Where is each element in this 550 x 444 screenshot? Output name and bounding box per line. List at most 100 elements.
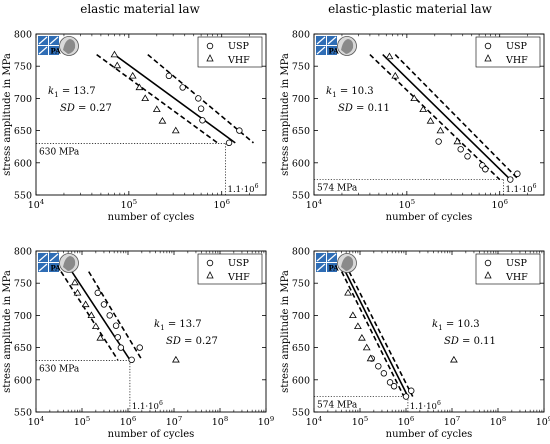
- y-tick-label: 550: [292, 191, 310, 202]
- data-point-vhf: [73, 288, 82, 296]
- institute-logo: PA: [38, 253, 79, 273]
- data-point-vhf: [391, 71, 400, 79]
- logo-block: [49, 46, 59, 55]
- data-point-usp: [514, 170, 521, 177]
- plot-frame: [313, 33, 545, 196]
- logo-portrait-face: [341, 39, 354, 54]
- data-point-usp: [128, 356, 135, 364]
- data-point-vhf: [113, 61, 122, 69]
- regression-line: [344, 271, 409, 397]
- annotation-sd: SD = 0.27: [60, 103, 112, 114]
- institute-logo: PA: [316, 36, 357, 56]
- x-tick-label: 104: [306, 415, 322, 428]
- legend-box: [475, 253, 541, 285]
- data-point-vhf: [362, 343, 371, 351]
- logo-portrait-face: [341, 256, 354, 271]
- data-point-usp: [457, 146, 464, 153]
- data-point-usp: [100, 301, 108, 308]
- x-axis-label: number of cycles: [386, 212, 473, 223]
- x-axis-label: number of cycles: [108, 429, 195, 440]
- x-tick-label: 109: [536, 415, 550, 428]
- data-point-usp: [117, 344, 125, 351]
- data-point-usp: [165, 72, 173, 80]
- y-tick-label: 650: [14, 343, 32, 354]
- x-tick-label: 107: [444, 415, 460, 428]
- y-axis-label: stress amplitude in MPa: [2, 270, 13, 393]
- y-tick-label: 750: [292, 279, 310, 290]
- data-point-vhf: [366, 354, 375, 362]
- x-tick-label: 106: [120, 415, 136, 428]
- y-tick-label: 600: [292, 158, 310, 169]
- logo-text: PA: [51, 264, 62, 273]
- logo-block: [49, 263, 59, 272]
- annotation-sd: SD = 0.11: [338, 103, 390, 114]
- scatter-band-line: [394, 54, 520, 181]
- logo-text: PA: [329, 264, 340, 273]
- x-tick-label: 104: [306, 198, 322, 211]
- logo-text: PA: [51, 47, 62, 56]
- scatter-band-line: [340, 271, 405, 397]
- data-point-vhf: [96, 333, 105, 341]
- annotation-k1: k1 = 10.3: [432, 319, 480, 332]
- plot-frame: [35, 33, 267, 196]
- chart-3: 550 600 650 700 750 800 104 105 106 107 108 109 numb…: [2, 247, 274, 441]
- legend-label-vhf: VHF: [227, 55, 250, 66]
- x-tick-label: 104: [28, 415, 44, 428]
- logo-stripes: [38, 36, 59, 55]
- x-tick-label: 105: [399, 198, 415, 211]
- y-tick-label: 800: [14, 247, 32, 258]
- data-point-vhf: [358, 333, 366, 341]
- data-point-usp: [482, 166, 489, 173]
- ref-cycles-label: 1.1·106: [228, 183, 259, 195]
- data-point-vhf: [385, 52, 394, 60]
- x-tick-label: 105: [121, 198, 137, 211]
- logo-stripes: [316, 253, 337, 272]
- annotation-sd: SD = 0.27: [166, 336, 218, 347]
- data-point-vhf: [87, 311, 96, 319]
- scatter-band-line: [369, 54, 501, 181]
- data-point-vhf: [344, 288, 352, 296]
- annotation-sd: SD = 0.11: [444, 336, 496, 347]
- x-tick-label: 108: [490, 415, 506, 428]
- data-point-usp: [94, 289, 101, 297]
- data-point-vhf: [158, 116, 167, 124]
- annotation-k1: k1 = 13.7: [48, 86, 96, 99]
- column-title-elastic: elastic material law: [80, 2, 200, 16]
- legend-box: [197, 36, 263, 68]
- ref-stress-label: 630 MPa: [39, 364, 80, 374]
- data-point-usp: [507, 176, 514, 183]
- data-point-vhf: [436, 126, 445, 134]
- x-tick-label: 105: [352, 415, 368, 428]
- logo-portrait-face: [63, 256, 76, 271]
- data-point-usp: [179, 84, 186, 91]
- x-tick-label: 108: [212, 415, 228, 428]
- data-point-usp: [236, 127, 243, 134]
- institute-logo: PA: [316, 253, 357, 273]
- legend-box: [475, 36, 541, 68]
- data-point-vhf: [171, 126, 180, 134]
- data-point-usp: [402, 393, 410, 400]
- scatter-band-line: [96, 53, 218, 144]
- data-point-usp: [195, 95, 202, 102]
- x-tick-label: 107: [166, 415, 182, 428]
- x-tick-label: 106: [213, 198, 229, 211]
- data-point-vhf: [141, 94, 150, 102]
- logo-text: PA: [329, 47, 340, 56]
- legend-marker-usp: [484, 259, 492, 267]
- y-tick-label: 700: [292, 94, 310, 105]
- chart-2: 550 600 650 700 750 800 104 105 106 number of cyc…: [280, 30, 545, 223]
- ref-stress-label: 574 MPa: [317, 184, 358, 194]
- y-tick-label: 650: [292, 343, 310, 354]
- ref-cycles-label: 1.1·106: [506, 183, 537, 195]
- data-point-usp: [380, 370, 388, 377]
- data-point-usp: [386, 379, 394, 386]
- legend-label-vhf: VHF: [227, 272, 250, 283]
- legend-marker-usp: [206, 259, 214, 267]
- data-point-vhf: [91, 322, 100, 329]
- y-axis-label: stress amplitude in MPa: [2, 53, 13, 176]
- plot-frame: [35, 250, 267, 413]
- y-tick-label: 600: [14, 375, 32, 386]
- logo-portrait-face: [63, 39, 76, 54]
- data-point-usp: [408, 387, 415, 394]
- legend-label-usp: USP: [228, 258, 250, 269]
